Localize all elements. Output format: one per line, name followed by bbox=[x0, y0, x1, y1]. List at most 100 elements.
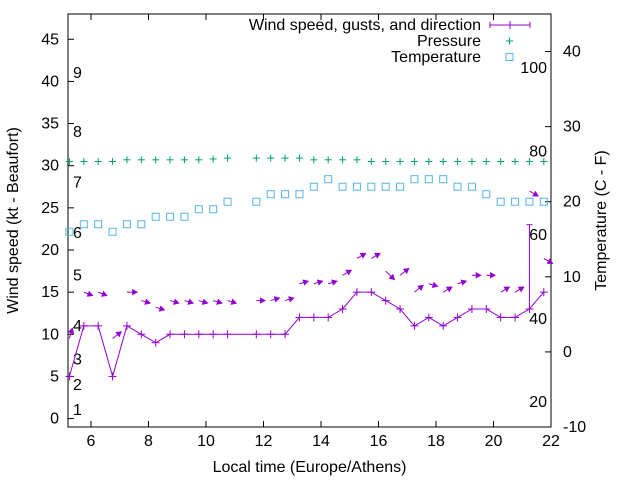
y-left-tick-label: 25 bbox=[41, 200, 59, 217]
wind-direction-arrow bbox=[184, 298, 195, 305]
wind-speed-point bbox=[223, 330, 232, 339]
wind-direction-arrow bbox=[385, 270, 396, 281]
y-left-tick-label: 30 bbox=[41, 158, 59, 175]
pressure-point bbox=[482, 158, 490, 165]
arrow-head bbox=[86, 290, 94, 297]
wind-direction-arrow bbox=[399, 267, 410, 276]
temperature-point bbox=[424, 175, 433, 184]
pressure-point bbox=[497, 158, 505, 165]
gust-bar bbox=[526, 224, 533, 310]
pressure-point bbox=[224, 154, 232, 162]
arrow-head bbox=[374, 252, 381, 259]
temperature-point bbox=[367, 182, 376, 191]
arrow-head bbox=[187, 298, 195, 305]
wind-direction-arrow bbox=[356, 252, 367, 259]
wind-direction-arrow bbox=[428, 281, 439, 288]
wind-direction-arrow bbox=[457, 279, 468, 286]
wind-speed-point bbox=[94, 321, 103, 330]
pressure-point bbox=[511, 158, 519, 165]
wind-direction-arrow bbox=[67, 327, 75, 339]
wind-speed-point bbox=[467, 305, 476, 313]
wind-direction-arrow bbox=[342, 269, 353, 276]
temperature-point bbox=[439, 175, 448, 184]
pressure-point bbox=[454, 158, 462, 165]
arrow-head bbox=[260, 297, 266, 304]
beaufort-label: 1 bbox=[73, 402, 82, 419]
pressure-point bbox=[382, 158, 390, 165]
y-left-tick-label: 0 bbox=[50, 411, 59, 428]
beaufort-label: 2 bbox=[73, 377, 82, 394]
temperature-point bbox=[79, 220, 88, 229]
pressure-point bbox=[109, 158, 117, 165]
temperature-point bbox=[467, 182, 476, 191]
beaufort-label: 9 bbox=[73, 65, 82, 82]
wind-speed-point bbox=[209, 330, 218, 339]
y-right-tick-label: 40 bbox=[563, 44, 581, 61]
fahrenheit-label: 60 bbox=[529, 227, 547, 244]
y-left-tick-label: 35 bbox=[41, 116, 59, 133]
arrow-head bbox=[173, 298, 180, 305]
wind-direction-arrow bbox=[227, 298, 238, 305]
wind-speed-point bbox=[396, 305, 405, 313]
x-tick-label: 8 bbox=[144, 433, 153, 450]
wind-speed-point bbox=[266, 330, 275, 339]
temperature-point bbox=[151, 212, 160, 221]
temperature-point bbox=[166, 212, 175, 221]
wind-speed-point bbox=[65, 372, 74, 381]
arrow-head bbox=[101, 290, 108, 297]
fahrenheit-label: 40 bbox=[529, 311, 547, 328]
temperature-point bbox=[252, 197, 261, 206]
temperature-point bbox=[266, 190, 275, 199]
temperature-point bbox=[352, 182, 361, 191]
arrow-head bbox=[201, 298, 209, 305]
temperature-point bbox=[396, 182, 405, 191]
arrow-head bbox=[402, 267, 410, 275]
x-tick-label: 12 bbox=[255, 433, 273, 450]
x-axis-title: Local time (Europe/Athens) bbox=[213, 459, 407, 476]
wind-speed-point bbox=[439, 321, 448, 330]
wind-direction-arrow bbox=[83, 290, 94, 297]
wind-direction-arrow bbox=[169, 298, 180, 305]
y-left-tick-label: 10 bbox=[41, 326, 59, 343]
temperature-point bbox=[511, 197, 520, 206]
temperature-point bbox=[209, 205, 218, 214]
arrow-head bbox=[503, 286, 511, 293]
wind-speed-point bbox=[122, 321, 131, 330]
pressure-point bbox=[137, 156, 145, 164]
wind-speed-point bbox=[338, 305, 347, 313]
temperature-point bbox=[338, 182, 347, 191]
arrow-head bbox=[345, 269, 353, 276]
pressure-point bbox=[252, 154, 260, 162]
wind-speed-point bbox=[295, 313, 304, 322]
temperature-point bbox=[295, 190, 304, 199]
legend-label: Wind speed, gusts, and direction bbox=[249, 17, 481, 34]
wind-direction-arrow bbox=[543, 257, 554, 265]
wind-speed-point bbox=[381, 296, 390, 305]
legend-label: Pressure bbox=[417, 33, 481, 50]
wind-direction-arrow bbox=[500, 286, 511, 293]
y-axis-right-title: Temperature (C - F) bbox=[593, 150, 610, 290]
wind-direction-arrow bbox=[299, 279, 310, 286]
temperature-point bbox=[482, 190, 491, 199]
legend-temperature-marker bbox=[505, 53, 514, 61]
wind-direction-arrow bbox=[126, 288, 139, 296]
x-tick-label: 18 bbox=[427, 433, 445, 450]
y-right-tick-label: -10 bbox=[563, 419, 586, 436]
arrow-head bbox=[216, 298, 223, 305]
pressure-point bbox=[396, 158, 404, 165]
pressure-point bbox=[439, 158, 447, 165]
wind-speed-point bbox=[79, 321, 88, 330]
beaufort-label: 4 bbox=[73, 318, 82, 335]
pressure-point bbox=[80, 158, 88, 165]
pressure-point bbox=[339, 156, 347, 164]
pressure-point bbox=[324, 156, 332, 164]
pressure-point bbox=[123, 156, 131, 164]
beaufort-label: 3 bbox=[73, 352, 82, 369]
pressure-point bbox=[425, 158, 433, 165]
temperature-point bbox=[496, 197, 505, 206]
temperature-point bbox=[223, 197, 232, 206]
pressure-point bbox=[94, 158, 102, 165]
wind-speed-point bbox=[324, 313, 333, 322]
wind-direction-arrow bbox=[155, 305, 166, 312]
